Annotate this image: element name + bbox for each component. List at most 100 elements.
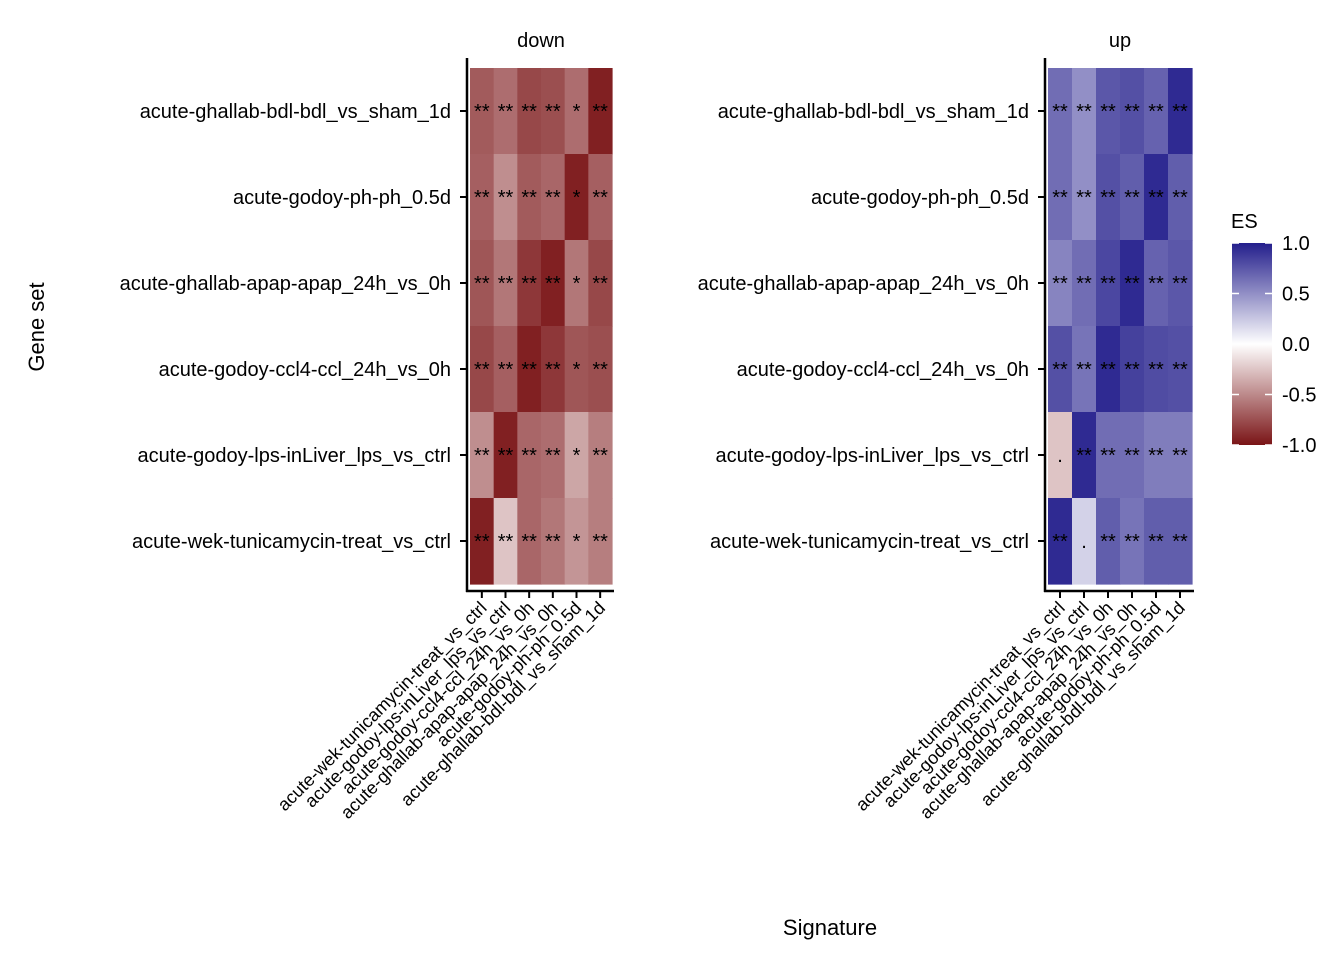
y-tick-label: acute-godoy-ph-ph_0.5d — [811, 187, 1029, 209]
heatmap-cell — [1168, 240, 1193, 327]
significance-label: ** — [592, 359, 608, 381]
significance-label: ** — [474, 273, 490, 295]
y-tick-label: acute-ghallab-bdl-bdl_vs_sham_1d — [718, 101, 1029, 123]
heatmap-cell — [517, 154, 542, 241]
heatmap-cell — [1072, 498, 1097, 585]
significance-label: ** — [521, 359, 537, 381]
significance-label: ** — [1076, 445, 1092, 467]
heatmap-cell — [1048, 498, 1073, 585]
y-tick-label: acute-godoy-ccl4-ccl_24h_vs_0h — [159, 359, 451, 381]
significance-label: ** — [1124, 531, 1140, 553]
heatmap-cell — [1120, 412, 1145, 499]
significance-label: ** — [592, 445, 608, 467]
significance-label: ** — [1100, 101, 1116, 123]
significance-label: ** — [1148, 101, 1164, 123]
legend-tick-label: 1.0 — [1282, 233, 1310, 255]
heatmap-cell — [1120, 154, 1145, 241]
heatmap-cell — [541, 240, 566, 327]
significance-label: ** — [1076, 101, 1092, 123]
significance-label: ** — [1124, 101, 1140, 123]
heatmap-cell — [1144, 240, 1169, 327]
significance-label: ** — [474, 187, 490, 209]
legend-tick-label: 0.0 — [1282, 334, 1310, 356]
heatmap-cell — [588, 412, 613, 499]
significance-label: ** — [1076, 359, 1092, 381]
significance-label: ** — [545, 531, 561, 553]
heatmap-cell — [588, 326, 613, 413]
significance-label: ** — [1172, 445, 1188, 467]
heatmap-cell — [1096, 326, 1121, 413]
heatmap-cell — [564, 68, 589, 155]
heatmap-cell — [1048, 240, 1073, 327]
heatmap-cell — [470, 154, 495, 241]
significance-label: ** — [498, 531, 514, 553]
panel-up: up ** ** ** ** ** ** ** ** ** ** ** ** ** ** ** ** ** ** **… — [698, 30, 1194, 823]
heatmap-cell — [470, 498, 495, 585]
y-tick-label: acute-godoy-lps-inLiver_lps_vs_ctrl — [716, 445, 1029, 467]
heatmap-cell — [1168, 326, 1193, 413]
significance-label: ** — [545, 273, 561, 295]
heatmap-cell — [1072, 326, 1097, 413]
heatmap-cell — [1144, 154, 1169, 241]
heatmap-cell — [541, 412, 566, 499]
significance-label: ** — [545, 187, 561, 209]
y-axis-title: Gene set — [24, 282, 49, 371]
significance-label: ** — [1124, 359, 1140, 381]
heatmap-cell — [470, 240, 495, 327]
x-axis-title: Signature — [783, 915, 877, 940]
y-tick-label: acute-ghallab-bdl-bdl_vs_sham_1d — [140, 101, 451, 123]
significance-label: ** — [592, 101, 608, 123]
significance-label: ** — [592, 273, 608, 295]
significance-label: ** — [1148, 445, 1164, 467]
significance-label: ** — [1100, 445, 1116, 467]
significance-label: ** — [1148, 359, 1164, 381]
significance-label: ** — [521, 531, 537, 553]
heatmap-cell — [1048, 68, 1073, 155]
significance-label: ** — [545, 101, 561, 123]
heatmap-cell — [1120, 240, 1145, 327]
significance-label: * — [573, 359, 581, 381]
significance-label: ** — [498, 273, 514, 295]
heatmap-cell — [493, 498, 518, 585]
y-tick-label: acute-godoy-ccl4-ccl_24h_vs_0h — [737, 359, 1029, 381]
y-tick-label: acute-wek-tunicamycin-treat_vs_ctrl — [132, 531, 451, 553]
heatmap-cell — [588, 240, 613, 327]
significance-label: ** — [1124, 273, 1140, 295]
heatmap-cell — [493, 240, 518, 327]
legend-tick-label: -1.0 — [1282, 435, 1316, 457]
significance-label: ** — [498, 445, 514, 467]
y-tick-label: acute-wek-tunicamycin-treat_vs_ctrl — [710, 531, 1029, 553]
heatmap-cell — [470, 326, 495, 413]
heatmap-cell — [517, 240, 542, 327]
significance-label: ** — [1172, 101, 1188, 123]
significance-label: ** — [1172, 187, 1188, 209]
significance-label: * — [573, 101, 581, 123]
significance-label: ** — [1124, 445, 1140, 467]
heatmap-cell — [1144, 498, 1169, 585]
heatmap-cell — [1096, 240, 1121, 327]
heatmap-cell — [1144, 412, 1169, 499]
heatmap-cell — [517, 326, 542, 413]
significance-label: ** — [498, 101, 514, 123]
significance-label: ** — [1052, 187, 1068, 209]
significance-label: ** — [1100, 273, 1116, 295]
heatmap-cell — [588, 498, 613, 585]
heatmap-cell — [1168, 412, 1193, 499]
heatmap-cell — [1048, 154, 1073, 241]
significance-label: ** — [1172, 531, 1188, 553]
significance-label: * — [573, 445, 581, 467]
legend-title: ES — [1231, 211, 1258, 233]
significance-label: ** — [474, 531, 490, 553]
significance-label: ** — [521, 101, 537, 123]
y-tick-label: acute-ghallab-apap-apap_24h_vs_0h — [120, 273, 451, 295]
y-tick-label: acute-godoy-ph-ph_0.5d — [233, 187, 451, 209]
heatmap-cell — [588, 154, 613, 241]
heatmap-cell — [1120, 498, 1145, 585]
heatmap-cell — [493, 326, 518, 413]
significance-label: ** — [1172, 359, 1188, 381]
significance-label: * — [573, 187, 581, 209]
heatmap-cell — [541, 68, 566, 155]
heatmap-cell — [541, 326, 566, 413]
significance-label: ** — [498, 187, 514, 209]
